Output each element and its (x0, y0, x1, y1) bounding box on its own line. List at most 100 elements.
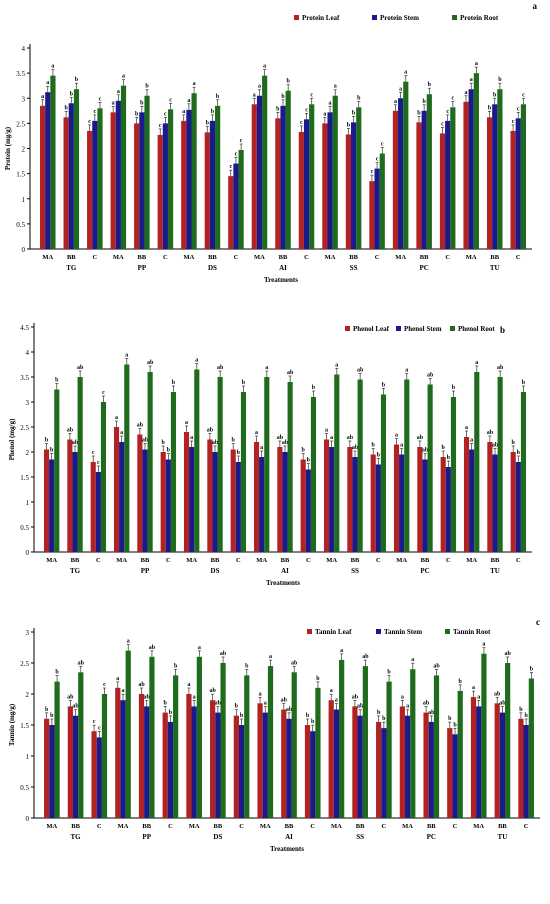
significance-label: b (307, 458, 311, 464)
significance-label: ab (220, 651, 227, 657)
bar-leaf-tg-bb (67, 439, 73, 552)
significance-label: b (245, 663, 249, 669)
bar-stem-pc-c (445, 120, 451, 249)
bar-leaf-ai-bb (277, 447, 283, 552)
bar-stem-pp-ma (120, 700, 126, 818)
bar-stem-ai-c (310, 731, 316, 818)
bar-leaf-ss-c (370, 454, 376, 552)
bar-stem-pc-ma (398, 98, 404, 249)
bar-leaf-tg-bb (63, 117, 69, 249)
bar-stem-tg-ma (49, 725, 55, 818)
significance-label: ab (215, 701, 222, 707)
significance-label: ab (149, 645, 156, 651)
x-tick-label: C (516, 254, 521, 261)
bar-stem-ds-ma (191, 706, 197, 818)
significance-label: b (488, 105, 492, 111)
x-tick-label: BB (349, 254, 358, 261)
bar-leaf-ai-c (304, 725, 311, 818)
y-tick-label: 2 (26, 449, 30, 457)
significance-label: b (287, 79, 291, 85)
bar-root-tu-ma (473, 73, 479, 250)
x-tick-label: C (97, 823, 102, 830)
x-tick-label: BB (351, 557, 360, 564)
legend-swatch-leaf (294, 15, 299, 20)
bar-root-ss-ma (334, 374, 340, 552)
x-tick-label: MA (396, 557, 407, 564)
bar-stem-tg-ma (49, 459, 55, 552)
bar-stem-pp-bb (142, 449, 148, 552)
significance-label: ab (209, 688, 216, 694)
x-tick-label: MA (42, 254, 53, 261)
significance-label: ab (78, 660, 85, 666)
y-tick-label: 4 (26, 349, 30, 357)
significance-label: a (264, 701, 267, 707)
y-tick-label: 0.5 (20, 784, 29, 792)
significance-label: a (258, 84, 261, 90)
bar-stem-pc-bb (422, 459, 428, 552)
x-tick-label: C (524, 823, 529, 830)
bar-stem-ds-c (238, 725, 245, 818)
significance-label: a (122, 688, 125, 694)
x-tick-label: C (310, 823, 315, 830)
significance-label: c (512, 119, 515, 125)
bar-root-pp-ma (120, 85, 127, 249)
bar-leaf-tu-bb (486, 117, 493, 249)
bar-root-tu-c (528, 678, 534, 818)
bar-root-tu-c (520, 392, 527, 552)
bar-root-pc-ma (403, 81, 409, 249)
significance-label: c (235, 152, 238, 158)
group-label: TG (66, 264, 77, 272)
significance-label: b (493, 92, 497, 98)
significance-label: ab (144, 694, 151, 700)
bar-leaf-ai-ma (253, 442, 260, 552)
bar-stem-ai-bb (280, 105, 286, 249)
y-tick-label: 1.5 (16, 171, 25, 179)
significance-label: b (448, 716, 452, 722)
significance-label: a (475, 360, 478, 366)
legend: Phenol Leaf Phenol Stem Phenol Root (345, 325, 495, 333)
significance-label: a (263, 64, 266, 70)
bar-root-tu-bb (497, 377, 503, 552)
group-label: DS (211, 567, 220, 575)
significance-label: ab (347, 435, 354, 441)
significance-label: b (522, 380, 526, 386)
x-tick-label: C (375, 254, 380, 261)
significance-label: ab (417, 435, 424, 441)
significance-label: a (198, 645, 201, 651)
y-tick-label: 3.5 (16, 70, 25, 78)
significance-label: b (276, 106, 280, 112)
y-tick-label: 2.5 (20, 424, 29, 432)
significance-label: ab (352, 694, 359, 700)
significance-label: a (334, 84, 337, 90)
bar-stem-tu-c (523, 725, 529, 818)
bar-leaf-pc-bb (423, 712, 429, 818)
x-tick-label: MA (118, 823, 129, 830)
significance-label: b (242, 380, 246, 386)
bar-stem-pp-ma (115, 100, 121, 249)
y-tick-label: 1 (22, 196, 26, 204)
x-tick-label: C (163, 254, 168, 261)
bar-leaf-tg-bb (67, 706, 73, 818)
bar-leaf-ai-c (300, 459, 306, 552)
significance-label: b (172, 380, 176, 386)
x-tick-label: C (382, 823, 387, 830)
bar-stem-pc-ma (399, 454, 405, 552)
bar-root-ai-ma (267, 666, 274, 818)
x-tick-label: BB (491, 557, 500, 564)
bar-root-pp-c (173, 675, 179, 818)
bar-root-ds-bb (220, 663, 226, 818)
x-tick-label: C (96, 557, 101, 564)
bar-root-ss-bb (357, 379, 363, 552)
bar-stem-ai-bb (282, 452, 288, 552)
bar-stem-ds-ma (186, 109, 192, 249)
x-tick-label: BB (490, 254, 499, 261)
bar-root-pp-ma (124, 364, 130, 552)
significance-label: a (182, 109, 185, 115)
significance-label: a (323, 111, 326, 117)
group-label: TU (490, 567, 500, 575)
bar-stem-pp-bb (144, 706, 150, 818)
bar-stem-ai-ma (262, 712, 268, 818)
x-tick-label: MA (473, 823, 484, 830)
